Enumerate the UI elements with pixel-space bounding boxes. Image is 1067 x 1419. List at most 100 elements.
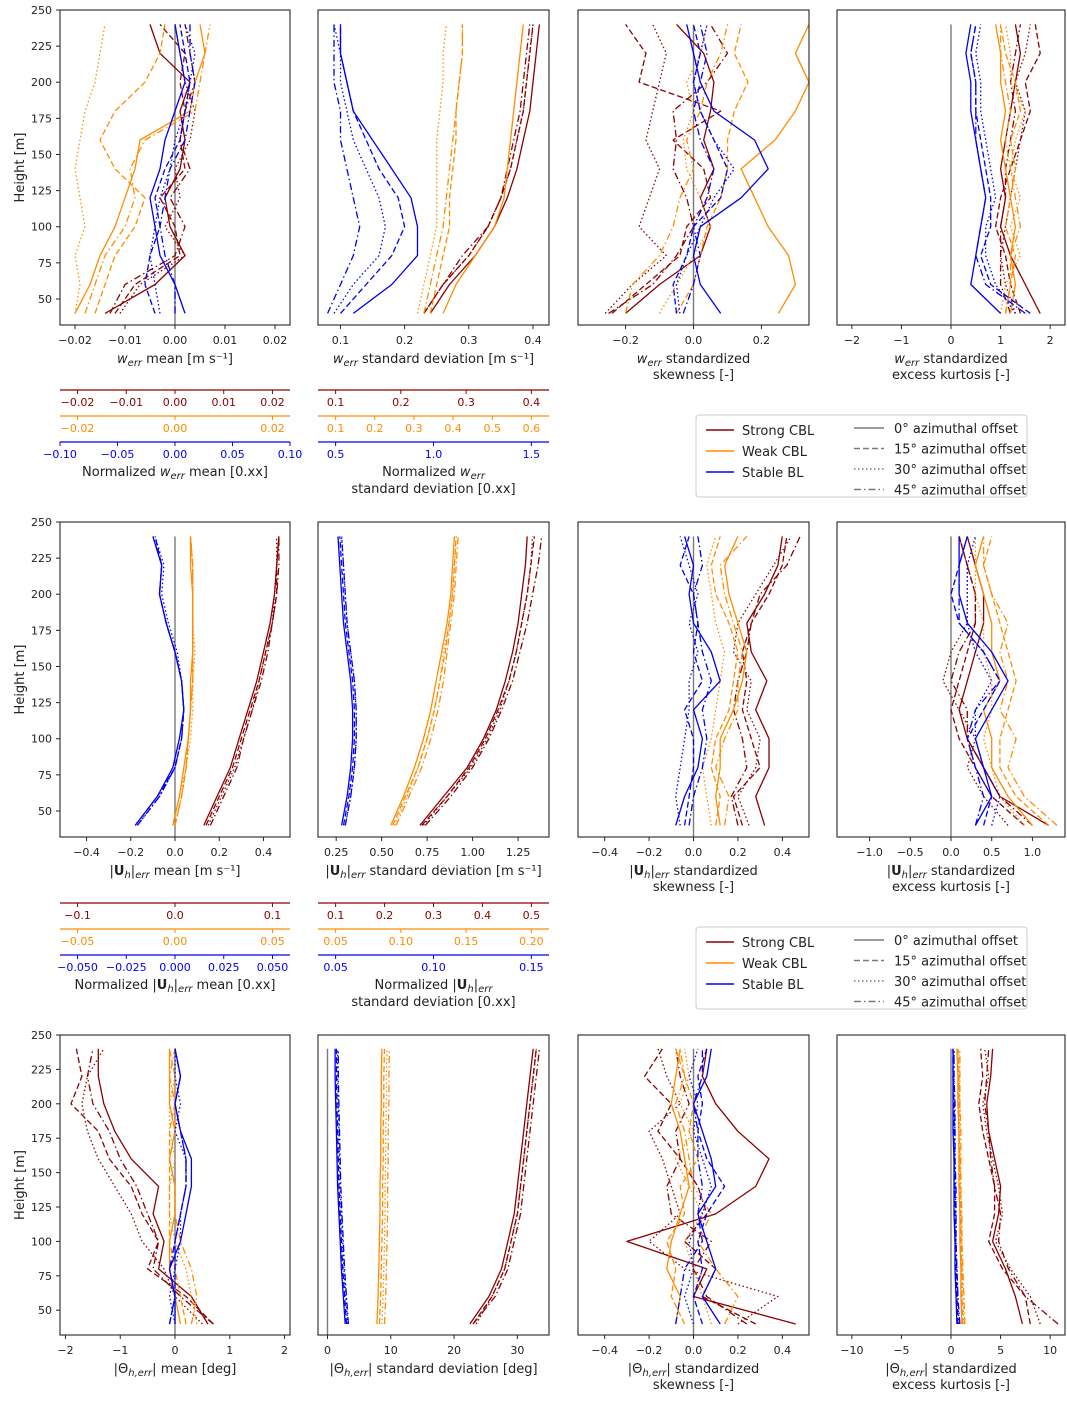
series-line-stable-bl-offset-0 <box>675 536 721 826</box>
y-tick-label: 50 <box>38 1304 52 1317</box>
normalized-tick-label: 0.10 <box>278 448 303 461</box>
panel-r0-c1: 0.1 0.2 0.3 0.4 werr standard deviation [m s… <box>317 9 550 369</box>
normalized-tick-label: 0.05 <box>323 961 348 974</box>
series-line-weak-cbl-offset-3 <box>395 536 459 826</box>
series-line-stable-bl-offset-3 <box>958 536 1001 826</box>
legend-box <box>695 414 1028 498</box>
y-axis-label: Height [m] <box>13 133 28 203</box>
normalized-tick-label: 0.15 <box>519 961 544 974</box>
series-line-stable-bl-offset-0 <box>692 1048 721 1325</box>
y-tick-label: 175 <box>31 112 52 125</box>
y-tick-label: 250 <box>31 1029 52 1042</box>
series-line-weak-cbl-offset-2 <box>701 536 726 826</box>
x-tick-label: 1.00 <box>460 846 485 859</box>
legend: Strong CBL Weak CBL Stable BL 0° azimuthal … <box>695 926 1028 1011</box>
normalized-tick-label: 0.1 <box>327 909 345 922</box>
y-tick-label: 100 <box>31 221 52 234</box>
x-axis-label: excess kurtosis [-] <box>892 368 1010 383</box>
series-line-strong-cbl-offset-2 <box>982 1048 1041 1325</box>
y-tick-label: 150 <box>31 660 52 673</box>
x-axis-label: |Uh|err mean [m s⁻¹] <box>110 864 241 881</box>
normalized-tick-label: 0.5 <box>327 448 345 461</box>
series-line-strong-cbl-offset-2 <box>81 1048 203 1325</box>
x-tick-label: 0.00 <box>163 334 188 347</box>
y-tick-label: 225 <box>31 40 52 53</box>
series-line-weak-cbl-offset-2 <box>958 1048 965 1325</box>
normalized-tick-label: 0.05 <box>260 935 285 948</box>
series-line-strong-cbl-offset-2 <box>648 1048 779 1325</box>
series-line-weak-cbl-offset-2 <box>416 24 447 314</box>
normalized-tick-label: 0.025 <box>208 961 240 974</box>
x-axis-label: |Uh|err standard deviation [m s⁻¹] <box>325 864 541 881</box>
normalized-tick-label: −0.1 <box>64 909 91 922</box>
normalized-tick-label: 0.1 <box>264 909 282 922</box>
x-tick-label: 0.75 <box>415 846 440 859</box>
normalized-tick-label: 0.2 <box>366 422 384 435</box>
x-axis-label: skewness [-] <box>653 880 734 895</box>
normalized-tick-label: 0.4 <box>474 909 492 922</box>
x-tick-label: 0.0 <box>942 846 960 859</box>
normalized-tick-label: 0.3 <box>405 422 423 435</box>
series-line-weak-cbl-offset-1 <box>666 1048 699 1325</box>
series-line-weak-cbl-offset-1 <box>982 536 1050 826</box>
x-tick-label: 0.0 <box>685 334 703 347</box>
series-line-weak-cbl-offset-0 <box>390 536 456 826</box>
panel-r2-c2: −0.4 −0.2 0.0 0.2 0.4 |Θh,err| standardizedsk… <box>577 1034 810 1393</box>
series-line-strong-cbl-offset-1 <box>421 536 536 826</box>
series-line-weak-cbl-offset-2 <box>675 1048 712 1325</box>
x-tick-label: 0.2 <box>210 846 228 859</box>
x-tick-label: 0.25 <box>324 846 349 859</box>
y-axis-label: Height [m] <box>13 1150 28 1220</box>
series-line-strong-cbl-offset-3 <box>666 1048 748 1325</box>
legend: Strong CBL Weak CBL Stable BL 0° azimuthal … <box>695 414 1028 499</box>
x-tick-label: 0 <box>948 1344 955 1357</box>
x-tick-label: 5 <box>997 1344 1004 1357</box>
normalized-tick-label: 0.2 <box>376 909 394 922</box>
normalized-tick-label: 0.5 <box>523 909 541 922</box>
series-line-strong-cbl-offset-3 <box>86 1048 214 1325</box>
series-line-stable-bl-offset-2 <box>683 1048 712 1325</box>
normalized-tick-label: 0.050 <box>257 961 289 974</box>
series-line-weak-cbl-offset-3 <box>959 1048 966 1325</box>
series-line-weak-cbl-offset-3 <box>624 24 729 314</box>
x-axis-label: werr mean [m s⁻¹] <box>117 352 233 369</box>
series-line-weak-cbl-offset-0 <box>715 536 748 826</box>
normalized-axis-label: Normalized |Uh|err <box>375 978 494 995</box>
series-line-stable-bl-offset-3 <box>675 1048 704 1325</box>
series-line-strong-cbl-offset-0 <box>625 23 715 314</box>
series-line-strong-cbl-offset-0 <box>986 1048 1024 1325</box>
legend-box <box>695 926 1028 1010</box>
normalized-tick-label: 0.6 <box>523 422 541 435</box>
normalized-tick-label: 0.01 <box>211 396 236 409</box>
series-line-strong-cbl-offset-2 <box>422 536 534 826</box>
series-line-weak-cbl-offset-3 <box>168 1048 198 1325</box>
series-line-strong-cbl-offset-0 <box>626 1048 796 1325</box>
x-tick-label: 0.0 <box>685 1344 703 1357</box>
x-tick-label: 20 <box>447 1344 461 1357</box>
x-tick-label: 0 <box>172 1344 179 1357</box>
series-line-stable-bl-offset-3 <box>340 536 357 826</box>
y-tick-label: 75 <box>38 257 52 270</box>
legend-label: 45° azimuthal offset <box>894 996 1026 1011</box>
x-tick-label: −0.2 <box>636 846 663 859</box>
x-tick-label: −2 <box>844 334 860 347</box>
y-tick-label: 150 <box>31 1167 52 1180</box>
x-tick-label: −0.01 <box>108 334 142 347</box>
normalized-tick-label: −0.10 <box>43 448 77 461</box>
normalized-tick-label: 0.4 <box>444 422 462 435</box>
y-tick-label: 75 <box>38 769 52 782</box>
series-line-stable-bl-offset-3 <box>159 24 196 314</box>
series-line-weak-cbl-offset-2 <box>974 536 1025 826</box>
series-line-strong-cbl-offset-0 <box>419 536 528 826</box>
x-tick-label: −1 <box>112 1344 128 1357</box>
series-line-weak-cbl-offset-1 <box>94 24 166 314</box>
x-tick-label: 0.01 <box>213 334 238 347</box>
normalized-tick-label: 0.00 <box>163 422 188 435</box>
series-line-stable-bl-offset-3 <box>136 536 185 826</box>
series-line-stable-bl-offset-1 <box>339 24 406 314</box>
x-tick-label: 0.3 <box>460 334 478 347</box>
series-line-strong-cbl-offset-3 <box>730 536 801 826</box>
y-tick-label: 50 <box>38 805 52 818</box>
normalized-tick-label: 0.1 <box>327 422 345 435</box>
